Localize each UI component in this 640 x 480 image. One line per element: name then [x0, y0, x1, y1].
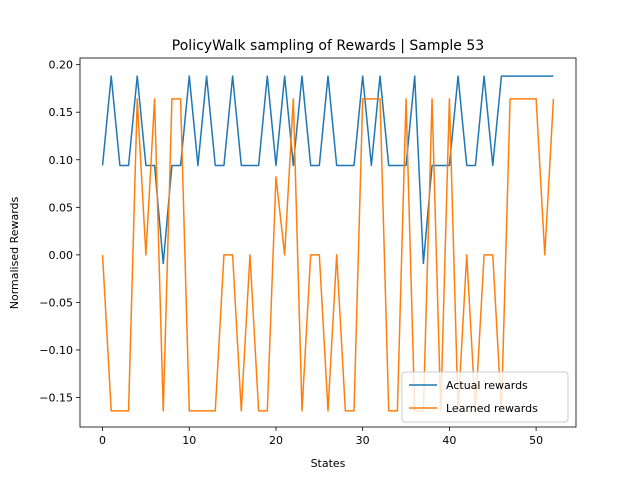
- x-tick-label: 30: [356, 434, 370, 447]
- y-tick-label: 0.10: [49, 154, 74, 167]
- chart-title: PolicyWalk sampling of Rewards | Sample …: [172, 38, 484, 54]
- legend-box: [401, 371, 569, 423]
- x-tick-label: 0: [99, 434, 106, 447]
- series-line-learned-rewards: [101, 98, 555, 412]
- y-tick-label: 0.20: [49, 59, 74, 72]
- x-tick-label: 40: [442, 434, 456, 447]
- x-axis-title: States: [311, 457, 346, 470]
- legend: Actual rewards Learned rewards: [401, 371, 569, 423]
- plot-area: [101, 75, 555, 412]
- y-axis: −0.15 −0.10 −0.05 0.00 0.05 0.10 0.15 0.20: [39, 59, 80, 405]
- y-tick-label: 0.15: [49, 106, 74, 119]
- y-tick-label: −0.05: [39, 296, 73, 309]
- x-tick-label: 10: [182, 434, 196, 447]
- legend-label-learned-rewards: Learned rewards: [446, 402, 538, 415]
- y-tick-label: −0.15: [39, 392, 73, 405]
- y-tick-label: −0.10: [39, 344, 73, 357]
- y-axis-title: Normalised Rewards: [8, 196, 21, 309]
- x-axis: 0 10 20 30 40 50: [99, 427, 543, 447]
- y-tick-label: 0.00: [49, 249, 74, 262]
- x-tick-label: 50: [529, 434, 543, 447]
- axes-frame: [79, 57, 577, 428]
- x-tick-label: 20: [269, 434, 283, 447]
- series-layer: [101, 75, 555, 412]
- series-line-actual-rewards: [101, 75, 554, 265]
- y-tick-label: 0.05: [49, 201, 74, 214]
- legend-label-actual-rewards: Actual rewards: [446, 379, 528, 392]
